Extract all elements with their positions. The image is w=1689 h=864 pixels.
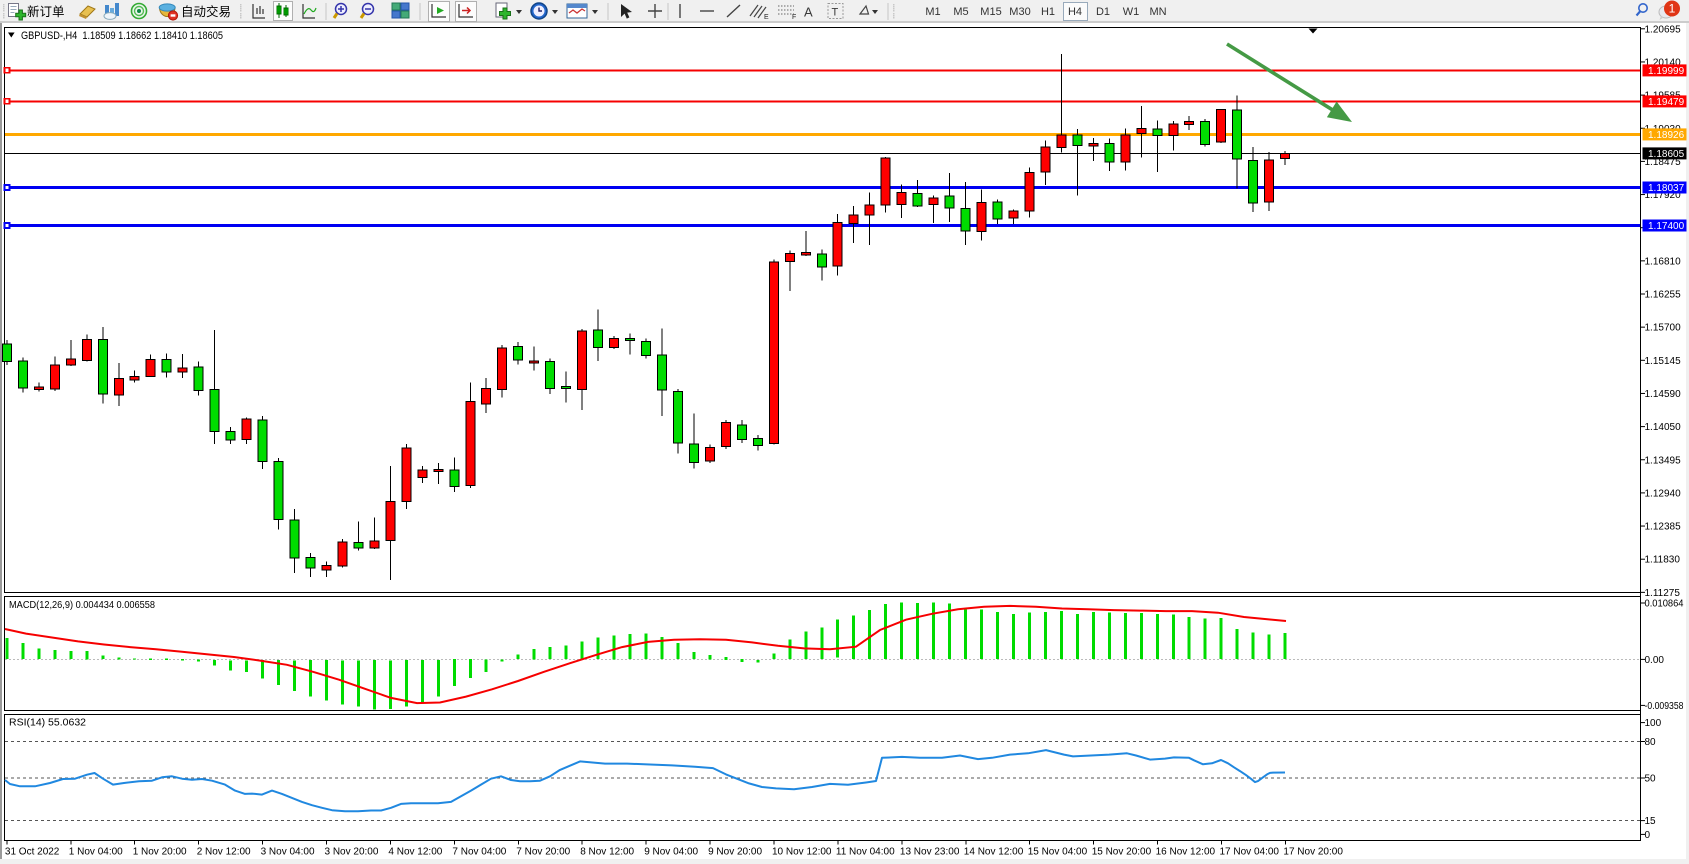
svg-text:H1: H1	[1041, 6, 1055, 18]
svg-text:11 Nov 04:00: 11 Nov 04:00	[836, 847, 895, 858]
svg-text:E: E	[764, 14, 769, 21]
svg-text:T: T	[832, 7, 839, 19]
svg-text:1 Nov 04:00: 1 Nov 04:00	[69, 847, 123, 858]
svg-text:1.18605: 1.18605	[1648, 149, 1685, 160]
svg-text:8 Nov 12:00: 8 Nov 12:00	[580, 847, 634, 858]
svg-text:1.16810: 1.16810	[1645, 256, 1682, 267]
svg-text:50: 50	[1645, 774, 1657, 785]
svg-text:16 Nov 12:00: 16 Nov 12:00	[1156, 847, 1216, 858]
svg-text:1.12385: 1.12385	[1645, 522, 1682, 533]
svg-text:17 Nov 04:00: 17 Nov 04:00	[1220, 847, 1280, 858]
svg-text:1.15700: 1.15700	[1645, 323, 1682, 334]
svg-text:M1: M1	[925, 6, 940, 18]
svg-text:1.14050: 1.14050	[1645, 422, 1682, 433]
svg-text:7 Nov 04:00: 7 Nov 04:00	[452, 847, 506, 858]
svg-text:80: 80	[1645, 737, 1657, 748]
svg-text:14 Nov 12:00: 14 Nov 12:00	[964, 847, 1024, 858]
svg-text:RSI(14) 55.0632: RSI(14) 55.0632	[9, 718, 86, 729]
svg-text:1.14590: 1.14590	[1645, 389, 1682, 400]
svg-text:M15: M15	[980, 6, 1001, 18]
svg-text:2 Nov 12:00: 2 Nov 12:00	[197, 847, 251, 858]
svg-text:1.17400: 1.17400	[1648, 221, 1685, 232]
svg-text:1.11275: 1.11275	[1645, 588, 1681, 599]
svg-text:1.20140: 1.20140	[1645, 57, 1682, 68]
svg-text:F: F	[792, 14, 796, 21]
svg-text:M30: M30	[1009, 6, 1030, 18]
svg-text:D1: D1	[1096, 6, 1110, 18]
svg-text:0.010864: 0.010864	[1645, 599, 1684, 610]
svg-text:17 Nov 20:00: 17 Nov 20:00	[1283, 847, 1343, 858]
svg-text:3 Nov 20:00: 3 Nov 20:00	[325, 847, 379, 858]
svg-text:自动交易: 自动交易	[181, 4, 231, 19]
svg-text:1.13495: 1.13495	[1645, 455, 1682, 466]
svg-text:100: 100	[1645, 718, 1662, 729]
svg-text:0: 0	[1645, 830, 1651, 841]
svg-text:3 Nov 04:00: 3 Nov 04:00	[261, 847, 315, 858]
svg-text:1.19999: 1.19999	[1648, 66, 1685, 77]
svg-text:MACD(12,26,9) 0.004434 0.00655: MACD(12,26,9) 0.004434 0.006558	[9, 600, 155, 611]
svg-text:15 Nov 04:00: 15 Nov 04:00	[1028, 847, 1088, 858]
svg-text:1 Nov 20:00: 1 Nov 20:00	[133, 847, 187, 858]
svg-text:新订单: 新订单	[27, 4, 65, 19]
svg-text:1.18926: 1.18926	[1648, 130, 1685, 141]
svg-text:9 Nov 20:00: 9 Nov 20:00	[708, 847, 762, 858]
svg-text:1.18475: 1.18475	[1645, 157, 1682, 168]
svg-text:MN: MN	[1149, 6, 1166, 18]
svg-text:H4: H4	[1068, 6, 1082, 18]
svg-text:15: 15	[1645, 816, 1657, 827]
svg-text:1.20695: 1.20695	[1645, 24, 1682, 35]
svg-text:1.15145: 1.15145	[1645, 356, 1682, 367]
svg-text:0.00: 0.00	[1645, 655, 1665, 666]
svg-text:9 Nov 04:00: 9 Nov 04:00	[644, 847, 698, 858]
svg-text:-0.009358: -0.009358	[1645, 701, 1684, 712]
svg-text:GBPUSD-,H4 1.18509 1.18662 1.: GBPUSD-,H4 1.18509 1.18662 1.18410 1.186…	[21, 30, 223, 42]
svg-text:1.16255: 1.16255	[1645, 290, 1682, 301]
svg-text:1: 1	[1669, 2, 1676, 16]
svg-text:M5: M5	[953, 6, 968, 18]
svg-text:A: A	[804, 5, 813, 20]
svg-text:13 Nov 23:00: 13 Nov 23:00	[900, 847, 960, 858]
svg-text:1.18037: 1.18037	[1648, 183, 1685, 194]
svg-text:7 Nov 20:00: 7 Nov 20:00	[516, 847, 570, 858]
svg-text:15 Nov 20:00: 15 Nov 20:00	[1092, 847, 1152, 858]
svg-text:1.12940: 1.12940	[1645, 488, 1682, 499]
svg-text:31 Oct 2022: 31 Oct 2022	[5, 847, 60, 858]
svg-text:1.19479: 1.19479	[1648, 97, 1685, 108]
svg-text:1.11830: 1.11830	[1645, 555, 1681, 566]
svg-text:W1: W1	[1123, 6, 1140, 18]
svg-text:1.17920: 1.17920	[1645, 190, 1682, 201]
svg-text:4 Nov 12:00: 4 Nov 12:00	[388, 847, 442, 858]
svg-text:10 Nov 12:00: 10 Nov 12:00	[772, 847, 832, 858]
